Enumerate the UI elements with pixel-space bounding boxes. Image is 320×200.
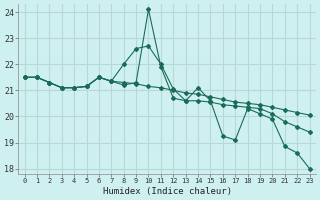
X-axis label: Humidex (Indice chaleur): Humidex (Indice chaleur) bbox=[103, 187, 232, 196]
